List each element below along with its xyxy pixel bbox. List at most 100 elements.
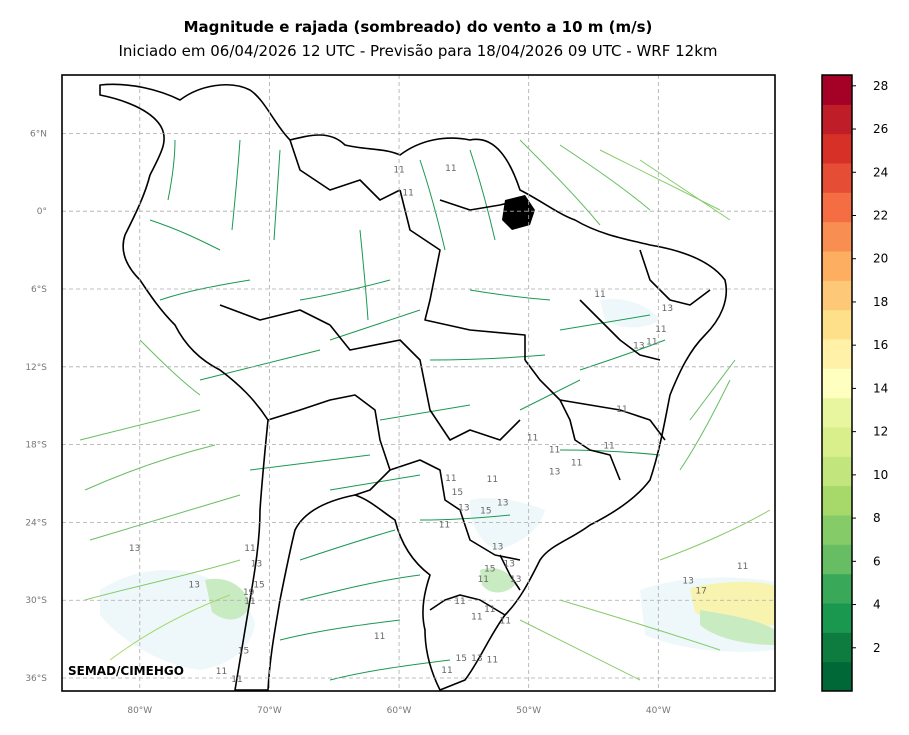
contour-label: 15 bbox=[238, 646, 249, 656]
colorbar-step bbox=[822, 632, 852, 663]
lat-tick-label: 24°S bbox=[25, 518, 47, 528]
contour-label: 13 bbox=[129, 544, 140, 554]
contour-label: 19 bbox=[243, 588, 255, 598]
contour-label: 11 bbox=[478, 575, 489, 585]
chart-subtitle: Iniciado em 06/04/2026 12 UTC - Previsão… bbox=[118, 42, 718, 60]
contour-label: 11 bbox=[244, 597, 255, 607]
contour-label: 11 bbox=[655, 325, 666, 335]
contour-label: 13 bbox=[662, 304, 673, 314]
contour-label: 13 bbox=[492, 543, 503, 553]
colorbar-step bbox=[822, 339, 852, 369]
contour-label: 11 bbox=[445, 164, 456, 174]
contour-label: 15 bbox=[484, 565, 495, 575]
contour-label: 11 bbox=[487, 655, 498, 665]
colorbar-tick-label: 28 bbox=[873, 79, 888, 93]
lon-tick-label: 40°W bbox=[646, 706, 671, 716]
colorbar-step bbox=[822, 309, 852, 340]
colorbar-step bbox=[822, 427, 852, 457]
lon-tick-label: 60°W bbox=[387, 706, 412, 716]
colorbar-tick-label: 6 bbox=[873, 554, 881, 568]
colorbar-step bbox=[822, 133, 852, 164]
contour-label: 11 bbox=[603, 441, 614, 451]
colorbar-steps bbox=[822, 75, 852, 692]
lon-tick-label: 80°W bbox=[127, 706, 152, 716]
marajo-island bbox=[502, 195, 535, 230]
contour-label: 11 bbox=[439, 521, 450, 531]
colorbar-step bbox=[822, 515, 852, 545]
contour-label: 11 bbox=[445, 474, 456, 484]
longitude-ticks: 80°W 70°W 60°W 50°W 40°W bbox=[127, 706, 670, 716]
wind-streamlines bbox=[79, 139, 771, 681]
colorbar-step bbox=[822, 221, 852, 252]
colorbar-step bbox=[822, 192, 852, 223]
colorbar-step bbox=[822, 280, 852, 311]
credit-label: SEMAD/CIMEHGO bbox=[68, 664, 184, 678]
contour-label: 13 bbox=[549, 467, 560, 477]
colorbar-tick-label: 10 bbox=[873, 468, 888, 482]
contour-label: 11 bbox=[402, 189, 413, 199]
contour-label: 11 bbox=[454, 597, 465, 607]
colorbar-step bbox=[822, 603, 852, 633]
contour-label: 11 bbox=[484, 605, 495, 615]
colorbar-step bbox=[822, 544, 852, 575]
lat-tick-label: 12°S bbox=[25, 363, 47, 373]
lat-tick-label: 30°S bbox=[25, 596, 47, 606]
colorbar-step bbox=[822, 163, 852, 193]
chart-title: Magnitude e rajada (sombreado) do vento … bbox=[183, 18, 653, 36]
colorbar-tick-label: 2 bbox=[873, 641, 881, 655]
contour-label: 15 bbox=[452, 488, 463, 498]
colorbar-step bbox=[822, 251, 852, 281]
contour-label: 11 bbox=[646, 338, 657, 348]
latitude-ticks: 6°N 0° 6°S 12°S 18°S 24°S 30°S 36°S bbox=[25, 129, 47, 684]
lat-tick-label: 18°S bbox=[25, 441, 47, 451]
colorbar-tick-label: 22 bbox=[873, 208, 888, 222]
contour-label: 13 bbox=[682, 576, 693, 586]
contour-label: 11 bbox=[374, 632, 385, 642]
colorbar-step bbox=[822, 397, 852, 428]
contour-label: 13 bbox=[458, 504, 469, 514]
map-frame bbox=[61, 74, 776, 692]
colorbar-tick-label: 8 bbox=[873, 511, 881, 525]
colorbar-step bbox=[822, 75, 852, 105]
contour-label: 11 bbox=[244, 544, 255, 554]
contour-label: 11 bbox=[216, 667, 227, 677]
contour-label: 13 bbox=[251, 560, 262, 570]
contour-label: 11 bbox=[594, 290, 605, 300]
contour-label: 15 bbox=[480, 506, 491, 516]
colorbar-tick-label: 20 bbox=[873, 252, 888, 266]
contour-label: 11 bbox=[441, 666, 452, 676]
contour-label: 11 bbox=[500, 617, 511, 627]
contour-label: 11 bbox=[527, 434, 538, 444]
contour-label: 13 bbox=[497, 499, 508, 509]
contour-label: 15 bbox=[456, 654, 467, 664]
colorbar-tick-label: 12 bbox=[873, 425, 888, 439]
contour-label: 11 bbox=[616, 405, 627, 415]
lon-tick-label: 70°W bbox=[257, 706, 282, 716]
colorbar-step bbox=[822, 104, 852, 135]
gridlines bbox=[62, 75, 775, 691]
colorbar-step bbox=[822, 573, 852, 604]
contour-label: 13 bbox=[189, 580, 200, 590]
colorbar-tick-label: 18 bbox=[873, 295, 888, 309]
gust-shading bbox=[100, 298, 775, 670]
lon-tick-label: 50°W bbox=[516, 706, 541, 716]
colorbar-tick-label: 26 bbox=[873, 122, 888, 136]
colorbar-step bbox=[822, 368, 852, 399]
contour-label: 11 bbox=[231, 675, 242, 685]
contour-label: 17 bbox=[695, 587, 706, 597]
colorbar-tick-label: 16 bbox=[873, 338, 888, 352]
contour-label: 11 bbox=[571, 458, 582, 468]
colorbar-step bbox=[822, 456, 852, 487]
contour-label: 11 bbox=[487, 475, 498, 485]
contour-label: 13 bbox=[633, 342, 644, 352]
colorbar-tick-label: 4 bbox=[873, 598, 881, 612]
lat-tick-label: 0° bbox=[37, 207, 47, 217]
colorbar-tick-label: 14 bbox=[873, 381, 888, 395]
contour-label: 13 bbox=[504, 560, 515, 570]
contour-label: 11 bbox=[471, 613, 482, 623]
